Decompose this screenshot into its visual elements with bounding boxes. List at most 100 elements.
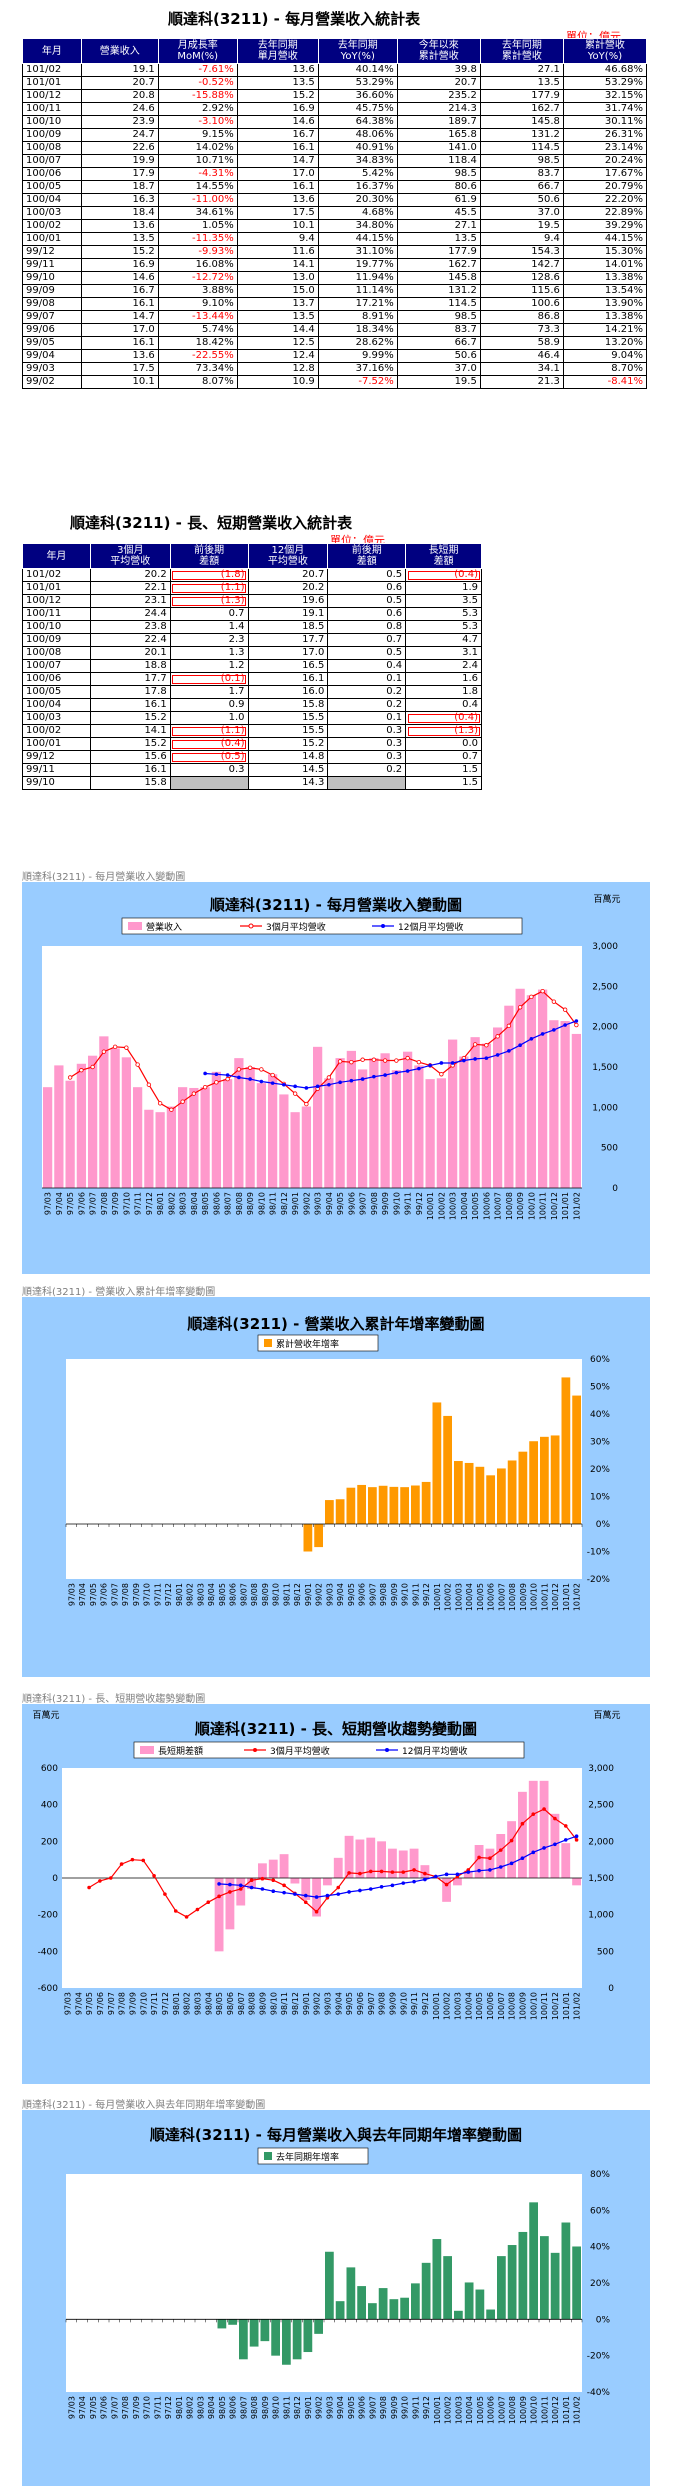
table-cell: 0.7: [405, 750, 482, 764]
y-tick-label-left: -600: [38, 1984, 59, 1994]
bar: [333, 1857, 343, 1878]
bar: [507, 1821, 516, 1878]
table-cell: 28.62%: [317, 336, 398, 350]
avg12-line: [205, 1020, 577, 1089]
table-cell: 44.15%: [562, 232, 648, 246]
table-cell: 99/09: [22, 284, 82, 298]
avg3-point: [173, 1909, 178, 1913]
table-cell: 9.4: [479, 232, 564, 246]
table-cell: 26.31%: [562, 128, 648, 142]
bar: [268, 1859, 278, 1878]
x-tick-label: 99/07: [368, 1583, 377, 1606]
table-cell: 23.1: [89, 594, 171, 608]
bar: [411, 1485, 420, 1524]
avg12-point: [237, 1075, 241, 1080]
table-cell: 50.6: [396, 349, 481, 363]
avg3-point: [169, 1107, 174, 1112]
table-cell: 17.21%: [317, 297, 398, 311]
table-cell: 17.0: [80, 323, 159, 337]
chart4-caption: 順達科(3211) - 每月營業收入與去年同期年增率變動圖: [22, 2100, 266, 2111]
x-tick-label: 97/09: [111, 1192, 120, 1215]
header-line: 去年同期: [501, 40, 542, 51]
table-cell: 99/02: [22, 375, 82, 389]
table-cell: 20.2: [247, 581, 329, 595]
bar: [314, 2319, 323, 2334]
table-cell: 10.9: [236, 375, 319, 389]
bar: [409, 1848, 419, 1878]
table-cell: 19.1: [80, 63, 159, 77]
bar: [403, 1051, 413, 1188]
x-tick-label: 97/11: [153, 2396, 162, 2419]
legend-label: 12個月平均營收: [398, 921, 463, 933]
y-tick-label: 2,500: [592, 982, 618, 992]
x-tick-label: 97/03: [63, 1992, 72, 2015]
avg3-point: [405, 1055, 410, 1061]
x-tick-label: 99/08: [378, 1992, 387, 2015]
y-tick-label-right: 2,500: [588, 1801, 614, 1811]
table-cell: 5.3: [405, 620, 482, 634]
x-tick-label: 100/12: [550, 1192, 559, 1220]
avg3-point: [217, 1894, 221, 1899]
x-tick-label: 98/09: [258, 1992, 267, 2015]
avg12-point: [270, 1081, 275, 1085]
table-cell: 0.3: [169, 763, 249, 777]
bar: [368, 1487, 377, 1524]
table-cell: 15.6: [89, 750, 171, 764]
bar: [550, 2252, 560, 2320]
avg12-point: [477, 1868, 481, 1873]
chart2-caption: 順達科(3211) - 營業收入累計年增率變動圖: [22, 1287, 216, 1298]
bar: [271, 2319, 280, 2356]
x-tick-label: 99/02: [302, 1192, 311, 1215]
x-tick-label: 98/12: [293, 2396, 302, 2419]
x-tick-label: 97/10: [143, 2396, 152, 2419]
bar: [389, 1486, 399, 1524]
column-header: 營業收入: [80, 38, 159, 64]
table-cell: 114.5: [396, 297, 481, 311]
y-tick-label: 60%: [590, 2206, 610, 2216]
table-cell: 0.4: [327, 659, 407, 673]
bar: [389, 2299, 399, 2320]
bar: [497, 1468, 506, 1524]
table-cell: 1.5: [405, 776, 482, 790]
x-tick-label: 99/07: [367, 1992, 376, 2015]
bar: [420, 1865, 430, 1878]
bar: [504, 1005, 514, 1188]
table-cell: 44.15%: [317, 232, 398, 246]
bar: [258, 1863, 267, 1878]
table-row: 101/02 20.2 (1.8) 20.7 0.5 (0.4): [22, 568, 482, 582]
avg3-point: [304, 1101, 309, 1107]
table-cell: (1.3): [169, 594, 249, 608]
avg3-point: [509, 1838, 514, 1843]
table-cell: 13.38%: [562, 310, 648, 324]
table-cell: 1.8: [405, 685, 482, 699]
table-cell: 17.7: [247, 633, 329, 647]
x-tick-label: 99/02: [315, 1583, 324, 1606]
x-tick-label: 98/07: [237, 1992, 246, 2015]
table-cell: 1.6: [405, 672, 482, 686]
x-tick-label: 100/09: [518, 1992, 527, 2020]
table-cell: 17.0: [236, 167, 319, 181]
table-row: 100/01 13.5 -11.35% 9.4 44.15% 13.5 9.4 44.15%: [22, 232, 648, 246]
legend-marker-avg12: [381, 924, 385, 928]
avg12-point: [531, 1850, 536, 1855]
table-row: 100/09 24.7 9.15% 16.7 48.06% 165.8 131.2 26.31…: [22, 128, 648, 142]
x-tick-label: 99/03: [323, 1992, 332, 2015]
table-cell: 100/06: [22, 167, 82, 181]
bar: [463, 1870, 473, 1878]
bar: [314, 1524, 323, 1548]
table-cell: 40.14%: [317, 63, 398, 77]
table-cell: 15.2: [89, 737, 171, 751]
longshort-title: 順達科(3211) - 長、短期營業收入統計表: [70, 514, 353, 532]
avg3-point: [157, 1101, 163, 1106]
table-cell: 99/07: [22, 310, 82, 324]
table-cell: 14.4: [236, 323, 319, 337]
table-cell: -12.72%: [157, 271, 238, 285]
x-tick-label: 97/09: [132, 2396, 141, 2419]
table-row: 100/08 22.6 14.02% 16.1 40.91% 141.0 114.5 23.1…: [22, 141, 648, 155]
table-cell: 141.0: [396, 141, 481, 155]
x-tick-label: 98/12: [280, 1192, 289, 1215]
x-tick-label: 99/07: [368, 2396, 377, 2419]
table-row: 99/06 17.0 5.74% 14.4 18.34% 83.7 73.3 14.21%: [22, 323, 648, 337]
x-tick-label: 100/08: [505, 1192, 514, 1220]
